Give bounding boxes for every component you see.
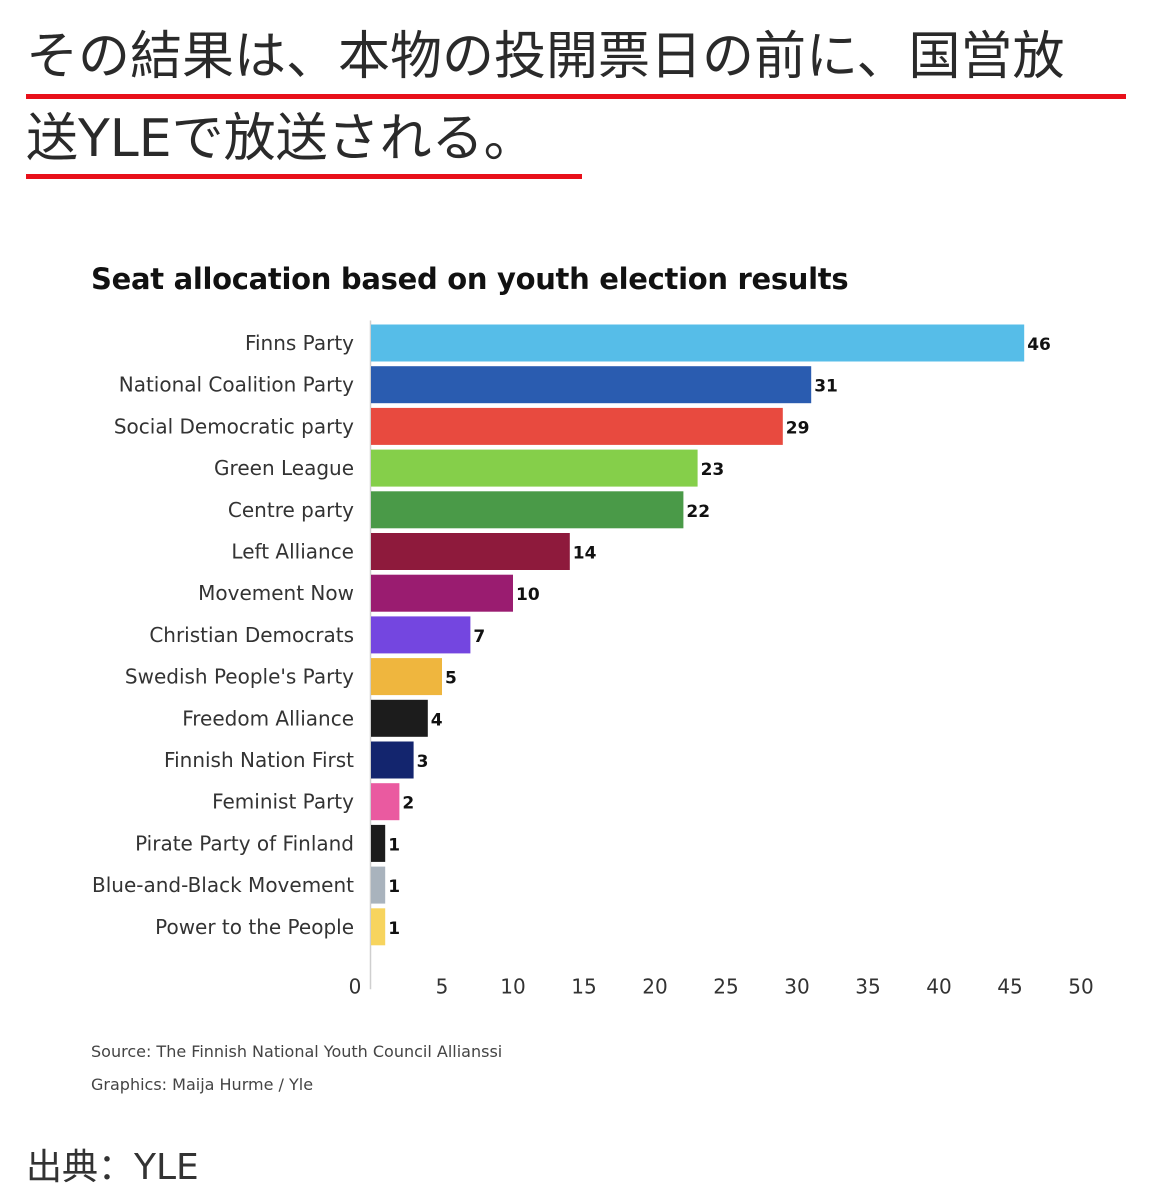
x-tick-label: 45: [997, 974, 1022, 998]
category-label: Movement Now: [198, 581, 354, 605]
bar: [371, 366, 812, 404]
bar: [371, 407, 783, 445]
x-tick-label: 15: [571, 974, 596, 998]
category-label: Finnish Nation First: [164, 748, 354, 772]
chart-source-credit: Source: The Finnish National Youth Counc…: [91, 1042, 503, 1061]
x-tick-label: 30: [784, 974, 809, 998]
category-label: Social Democratic party: [114, 414, 354, 438]
category-label: Freedom Alliance: [182, 706, 354, 730]
bar: [371, 533, 570, 570]
bar: [371, 824, 386, 862]
data-label: 1: [388, 877, 400, 897]
data-label: 7: [473, 627, 485, 647]
x-tick-label: 35: [855, 974, 880, 998]
chart-graphics-credit: Graphics: Maija Hurme / Yle: [91, 1075, 314, 1094]
category-label: Pirate Party of Finland: [135, 831, 354, 855]
data-label: 29: [786, 418, 810, 438]
image-source-credit: 出典：YLE: [26, 1147, 199, 1188]
category-label: Power to the People: [155, 915, 354, 939]
x-tick-label: 50: [1068, 974, 1093, 998]
data-label: 23: [701, 460, 725, 480]
bar: [371, 741, 414, 779]
x-tick-label: 5: [436, 974, 449, 998]
bar: [371, 908, 386, 946]
data-label: 4: [431, 710, 443, 730]
x-tick-label: 10: [500, 974, 525, 998]
category-label: Centre party: [228, 498, 354, 522]
data-label: 2: [402, 794, 414, 814]
bar: [371, 699, 428, 737]
data-label: 1: [388, 835, 400, 855]
category-label: National Coalition Party: [119, 373, 354, 397]
data-label: 5: [445, 669, 457, 689]
category-label: Left Alliance: [231, 540, 354, 564]
bar: [371, 783, 400, 821]
category-label: Feminist Party: [212, 790, 354, 814]
x-tick-label: 25: [713, 974, 738, 998]
x-tick-label: 0: [349, 974, 362, 998]
bar: [371, 574, 513, 612]
bar: [371, 658, 442, 696]
bar: [371, 866, 386, 904]
x-tick-label: 20: [642, 974, 667, 998]
bar: [371, 616, 471, 654]
headline-underline-2: [26, 174, 582, 179]
data-label: 10: [516, 585, 540, 605]
category-label: Christian Democrats: [149, 623, 354, 647]
chart-title: Seat allocation based on youth election …: [91, 262, 849, 296]
category-label: Blue-and-Black Movement: [92, 873, 354, 897]
data-label: 31: [814, 377, 838, 397]
data-label: 1: [388, 919, 400, 939]
category-label: Finns Party: [245, 331, 354, 355]
bar: [371, 491, 684, 529]
data-label: 3: [417, 752, 429, 772]
bar: [371, 324, 1025, 362]
headline-underline-1: [26, 94, 1126, 99]
data-label: 46: [1027, 335, 1051, 355]
bar: [371, 449, 698, 487]
data-label: 22: [686, 502, 710, 522]
article-headline-line-1: その結果は、本物の投開票日の前に、国営放: [26, 27, 1065, 87]
data-label: 14: [573, 544, 597, 564]
category-label: Swedish People's Party: [125, 665, 354, 689]
article-headline-line-2: 送YLEで放送される。: [26, 109, 536, 169]
category-label: Green League: [214, 456, 354, 480]
x-tick-label: 40: [926, 974, 951, 998]
